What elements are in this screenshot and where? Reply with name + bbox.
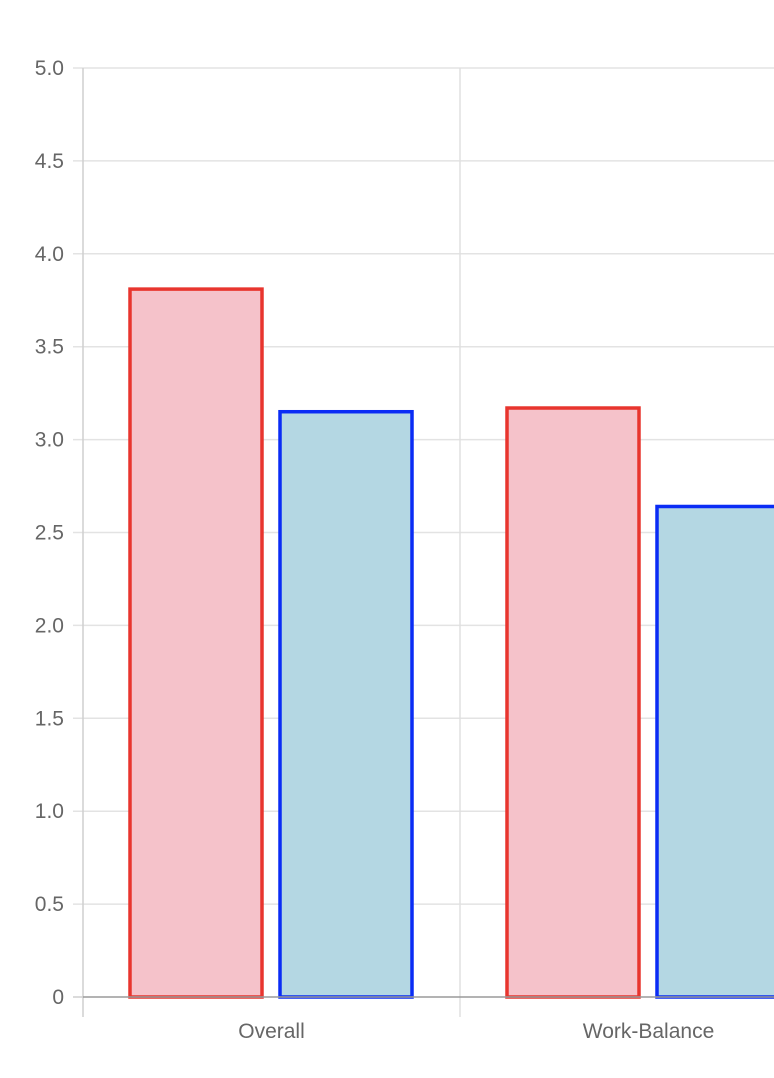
axes	[82, 68, 774, 1017]
y-tick-label: 0	[52, 986, 64, 1009]
bar-work-balance-2	[655, 504, 774, 999]
y-tick-label: 0.5	[35, 893, 64, 916]
bars	[128, 287, 774, 999]
y-tick-label: 4.0	[35, 243, 64, 266]
bar-overall-1	[128, 287, 264, 999]
y-tick-label: 4.5	[35, 150, 64, 173]
y-tick-label: 2.0	[35, 614, 64, 637]
y-tick-label: 3.5	[35, 336, 64, 359]
x-tick-label: Overall	[238, 1020, 305, 1043]
y-tick-label: 2.5	[35, 522, 64, 545]
bar-overall-2	[278, 409, 414, 999]
labels: 0 0.5 1.0 1.5 2.0 2.5 3.0 3.5 4.0 4.5 5.0 Overall Wo…	[35, 57, 714, 1043]
y-tick-label: 5.0	[35, 57, 64, 80]
y-tick-label: 1.0	[35, 800, 64, 823]
y-tick-label: 1.5	[35, 707, 64, 730]
y-tick-label: 3.0	[35, 429, 64, 452]
bar-work-balance-1	[505, 406, 641, 999]
x-tick-label: Work-Balance	[583, 1020, 715, 1043]
